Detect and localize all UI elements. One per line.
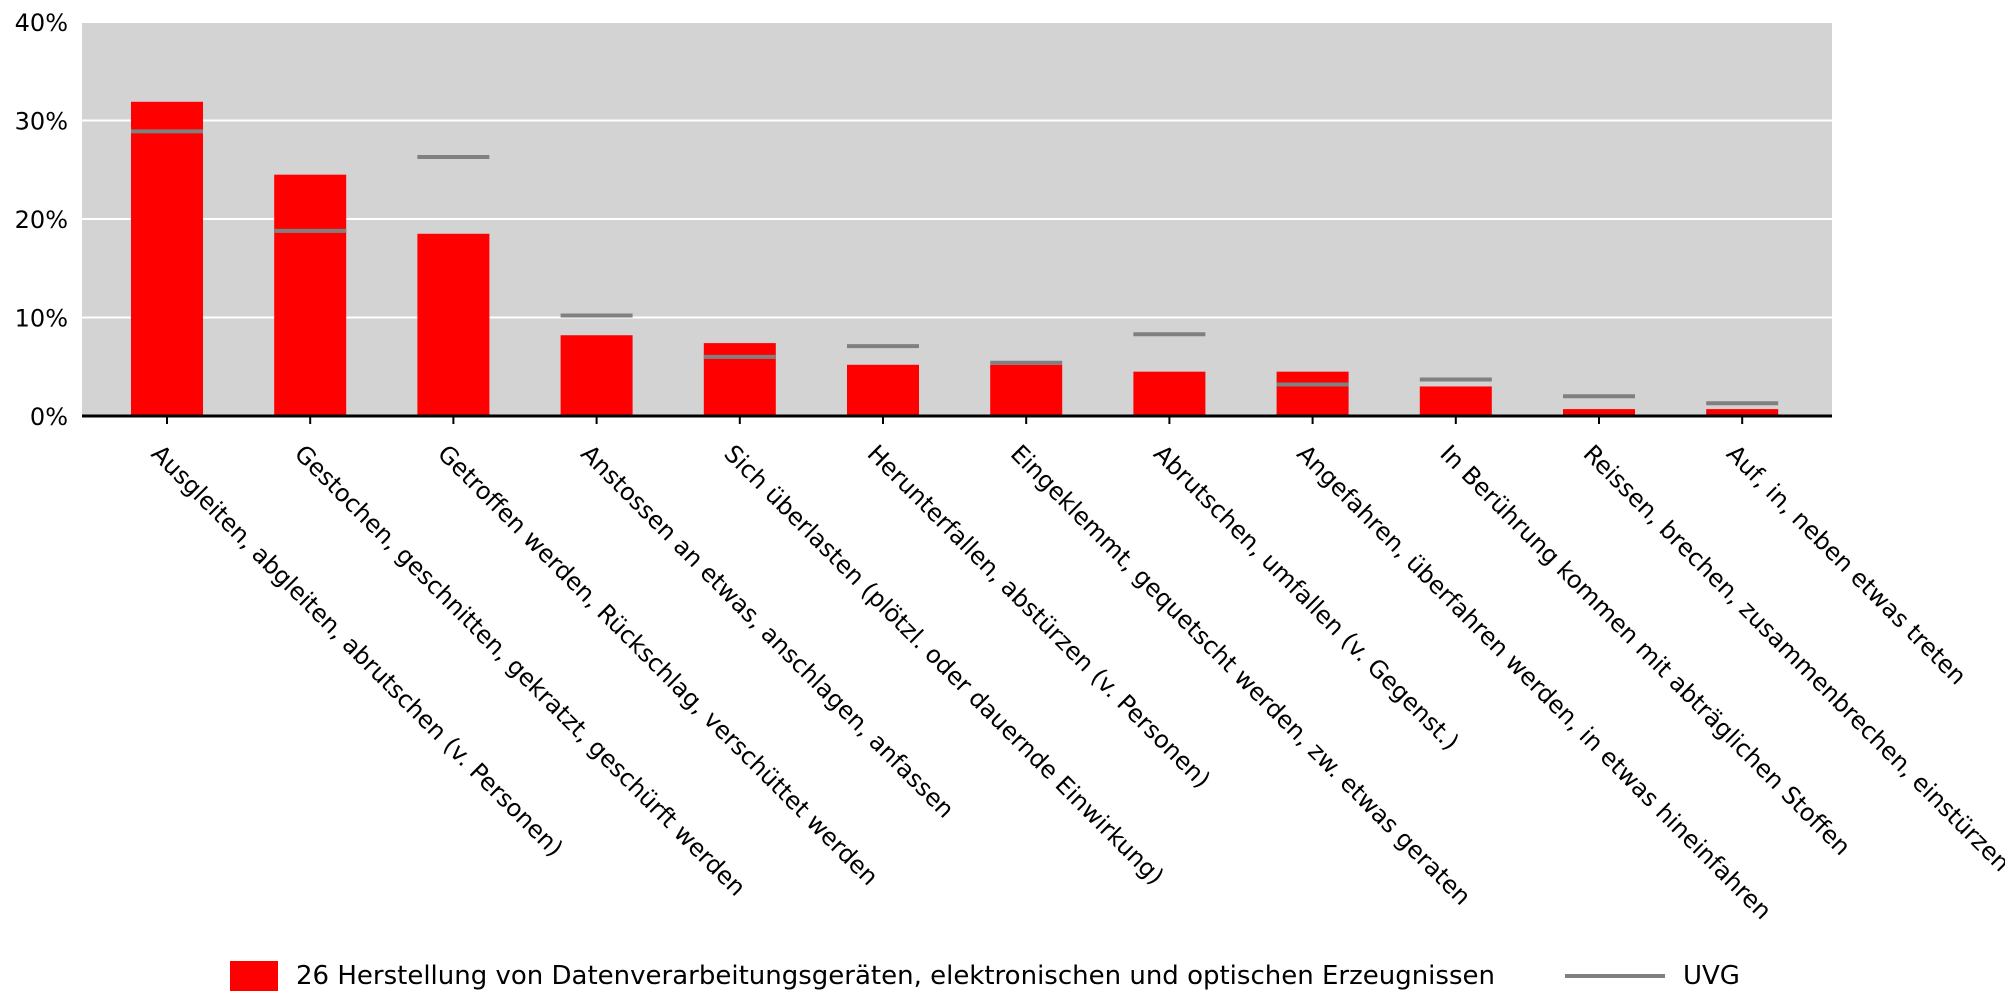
y-tick-label-2: 20% bbox=[15, 206, 68, 234]
bar-2 bbox=[417, 233, 490, 416]
bar-0 bbox=[131, 101, 203, 416]
bar-5 bbox=[847, 364, 919, 416]
legend-swatch-line bbox=[1564, 974, 1665, 978]
bar-8 bbox=[1276, 371, 1349, 416]
category-label-6: Eingeklemmt, gequetscht werden, zw. etwa… bbox=[1005, 439, 1476, 910]
y-tick-label-0: 0% bbox=[30, 403, 68, 431]
legend-label-line: UVG bbox=[1682, 961, 1740, 991]
bar-7 bbox=[1133, 371, 1206, 416]
bar-3 bbox=[560, 335, 633, 416]
legend-label-bar: 26 Herstellung von Datenverarbeitungsger… bbox=[296, 961, 1495, 991]
bar-11 bbox=[1706, 409, 1779, 416]
bar-4 bbox=[703, 343, 776, 416]
category-label-11: Auf, in, neben etwas treten bbox=[1721, 439, 1972, 690]
bar-9 bbox=[1419, 386, 1492, 416]
legend: 26 Herstellung von Datenverarbeitungsger… bbox=[230, 956, 1740, 996]
category-label-7: Abrutschen, umfallen (v. Gegenst.) bbox=[1148, 439, 1464, 755]
bar-10 bbox=[1563, 409, 1635, 416]
y-tick-label-4: 40% bbox=[15, 9, 68, 37]
y-tick-label-3: 30% bbox=[15, 108, 68, 136]
bar-1 bbox=[274, 174, 347, 416]
y-tick-label-1: 10% bbox=[15, 305, 68, 333]
category-label-8: Angefahren, überfahren werden, in etwas … bbox=[1291, 439, 1777, 925]
bar-6 bbox=[990, 364, 1063, 416]
legend-swatch-bar bbox=[230, 961, 278, 991]
